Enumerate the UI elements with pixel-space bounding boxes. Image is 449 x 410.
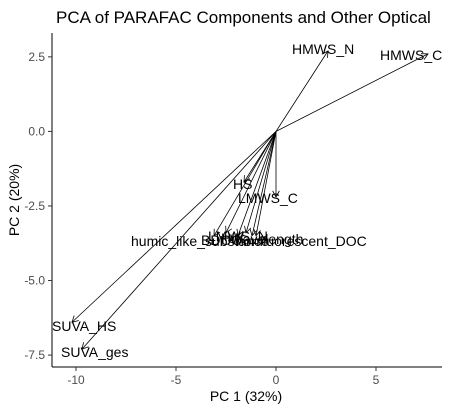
vector-label-bdoc: BDOC: [201, 232, 241, 248]
y-ticks: -7.5 -5.0 -2.5 0.0 2.5: [24, 50, 52, 362]
vector-line-hix: [245, 131, 277, 233]
vector-lmws-c: [272, 131, 280, 198]
vector-label-suva-ges: SUVA_ges: [61, 344, 128, 360]
vector-arrowhead-hs: [243, 175, 251, 183]
x-tick-label: 0: [273, 373, 280, 387]
vector-hix: [244, 131, 277, 234]
vector-arrowhead-lmws-c: [272, 190, 280, 198]
vector-lmws-n: [236, 131, 277, 237]
vector-suva-ges: [81, 131, 277, 350]
vector-arrowhead-lmws-n: [236, 228, 244, 237]
vector-label-suva-hs: SUVA_HS: [52, 318, 116, 334]
vector-arrowhead-suva-hs: [71, 315, 79, 323]
vector-label-hmws-c: HMWS_C: [380, 47, 442, 63]
vector-arrowhead-humic-like-substance: [213, 228, 221, 237]
y-tick-label: -2.5: [24, 199, 45, 213]
x-tick-label: 5: [373, 373, 380, 387]
vector-wavelength: [249, 131, 277, 237]
vector-arrowhead-hmws-c: [420, 53, 429, 60]
y-axis-label: PC 2 (20%): [6, 164, 22, 236]
vector-arrowhead-hix: [244, 225, 252, 234]
vector-arrowhead-nonfluorescent-doc: [253, 228, 261, 237]
vector-line-hmws-c: [275, 53, 429, 132]
x-tick-label: -10: [67, 373, 85, 387]
vector-label-hix: HIX: [221, 230, 245, 246]
vector-line-suva-ges: [81, 131, 277, 350]
vector-label-humic-like-substance: humic_like_substance: [131, 233, 269, 249]
vector-label-lmws-c: LMWS_C: [238, 190, 298, 206]
vector-labels: HMWS_N HMWS_C HS LMWS_C humic_like_subst…: [52, 41, 442, 360]
vector-line-wavelength: [251, 131, 277, 236]
vector-line-nonfluorescent-doc: [255, 131, 277, 236]
y-tick-label: 0.0: [28, 124, 45, 138]
vector-arrowhead-hmws-n: [321, 50, 329, 58]
vector-line-lmws-n: [237, 131, 277, 236]
x-ticks: -10 -5 0 5: [67, 367, 380, 387]
y-tick-label: -7.5: [24, 348, 45, 362]
vector-bdoc: [225, 131, 277, 234]
vector-label-hmws-n: HMWS_N: [292, 41, 354, 57]
vector-label-nonfluorescent-doc: nonfluorescent_DOC: [236, 233, 367, 249]
vector-suva-hs: [71, 131, 277, 323]
loading-vectors: [71, 50, 429, 350]
vector-hmws-c: [275, 53, 429, 132]
vector-arrowhead-suva-ges: [81, 342, 89, 350]
vector-humic-like-substance: [213, 131, 277, 237]
vector-arrowhead-bdoc: [225, 225, 232, 234]
x-tick-label: -5: [171, 373, 182, 387]
y-tick-label: 2.5: [28, 50, 45, 64]
vector-line-bdoc: [225, 131, 277, 233]
vector-label-lmws-n: LMWS_N: [208, 228, 268, 244]
vector-label-wavelength: Wavelength: [230, 231, 303, 247]
axes: [51, 33, 442, 368]
y-tick-label: -5.0: [24, 274, 45, 288]
x-axis-label: PC 1 (32%): [210, 388, 282, 404]
vector-label-hs: HS: [233, 176, 252, 192]
vector-line-humic-like-substance: [213, 131, 277, 236]
chart-title: PCA of PARAFAC Components and Other Opti…: [56, 8, 431, 27]
vector-nonfluorescent-doc: [253, 131, 277, 237]
vector-line-suva-hs: [71, 131, 277, 323]
vector-hmws-n: [275, 50, 329, 132]
vector-line-hmws-n: [275, 50, 329, 132]
